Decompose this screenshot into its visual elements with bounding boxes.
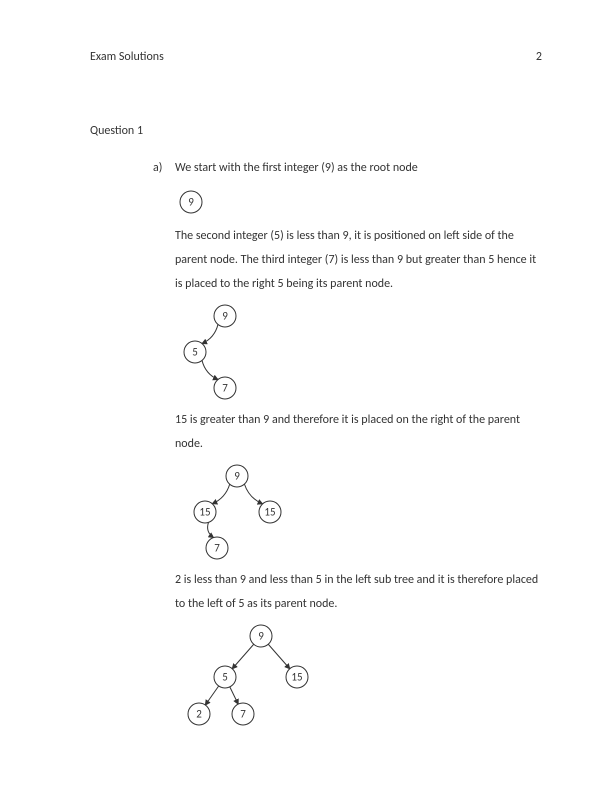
tree-node-label: 7 xyxy=(240,708,246,721)
answer-block: a)We start with the first integer (9) as… xyxy=(175,156,542,728)
tree-node-label: 5 xyxy=(192,346,198,359)
tree-node-label: 2 xyxy=(196,708,202,721)
tree-edge xyxy=(205,686,218,705)
tree-node-label: 15 xyxy=(199,506,210,519)
tree-diagram: 9 15 15 7 xyxy=(175,462,315,562)
tree-edge xyxy=(268,644,289,668)
tree-diagram: 9 xyxy=(175,186,215,218)
tree-node-label: 5 xyxy=(222,671,228,684)
tree-edge xyxy=(202,324,218,343)
part-label: a) xyxy=(153,156,175,180)
tree-node-label: 9 xyxy=(258,630,264,643)
tree-3: 9 15 15 7 xyxy=(175,462,542,562)
tree-1: 9 xyxy=(175,186,542,218)
tree-edge xyxy=(232,644,253,668)
paragraph-1-text: We start with the first integer (9) as t… xyxy=(175,161,418,175)
header-title: Exam Solutions xyxy=(90,50,164,64)
question-label: Question 1 xyxy=(90,124,542,138)
tree-edge xyxy=(208,522,214,537)
paragraph-3: 15 is greater than 9 and therefore it is… xyxy=(175,408,542,456)
tree-node-label: 15 xyxy=(291,671,302,684)
tree-edge xyxy=(202,360,218,379)
tree-diagram: 9 5 15 2 7 xyxy=(175,622,335,728)
tree-2: 9 5 7 xyxy=(175,302,542,402)
tree-diagram: 9 5 7 xyxy=(175,302,285,402)
tree-4: 9 5 15 2 7 xyxy=(175,622,542,728)
tree-node-label: 15 xyxy=(264,506,275,519)
tree-edge xyxy=(244,484,262,504)
paragraph-1: a)We start with the first integer (9) as… xyxy=(175,156,542,180)
tree-edge xyxy=(230,687,238,704)
header-page-number: 2 xyxy=(536,50,542,64)
paragraph-2: The second integer (5) is less than 9, i… xyxy=(175,224,542,296)
tree-node-label: 9 xyxy=(188,196,194,209)
tree-node-label: 7 xyxy=(214,542,220,555)
paragraph-4: 2 is less than 9 and less than 5 in the … xyxy=(175,568,542,616)
tree-edge xyxy=(212,484,229,504)
tree-node-label: 7 xyxy=(222,382,228,395)
tree-node-label: 9 xyxy=(222,310,228,323)
tree-node-label: 9 xyxy=(234,470,240,483)
page-header: Exam Solutions 2 xyxy=(90,50,542,64)
